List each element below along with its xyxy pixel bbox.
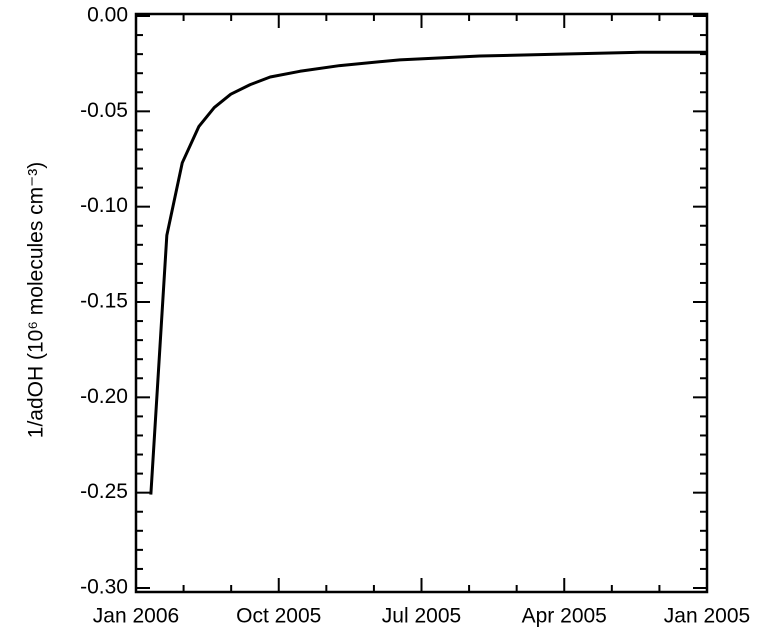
y-tick-label: -0.30 — [80, 576, 128, 599]
y-tick-label: -0.05 — [80, 99, 128, 122]
y-axis-label: 1/adOH (10⁶ molecules cm⁻³) — [25, 162, 48, 438]
y-tick-label: -0.20 — [80, 385, 128, 408]
x-tick-label: Jul 2005 — [382, 605, 461, 628]
data-line — [149, 50, 707, 495]
x-tick-label: Jan 2005 — [664, 605, 750, 628]
x-tick-label: Apr 2005 — [522, 605, 607, 628]
y-tick-label: 0.00 — [87, 4, 128, 27]
y-tick-label: -0.15 — [80, 290, 128, 313]
y-tick-label: -0.25 — [80, 480, 128, 503]
x-tick-label: Jan 2006 — [93, 605, 179, 628]
y-tick-label: -0.10 — [80, 194, 128, 217]
x-tick-label: Oct 2005 — [236, 605, 321, 628]
